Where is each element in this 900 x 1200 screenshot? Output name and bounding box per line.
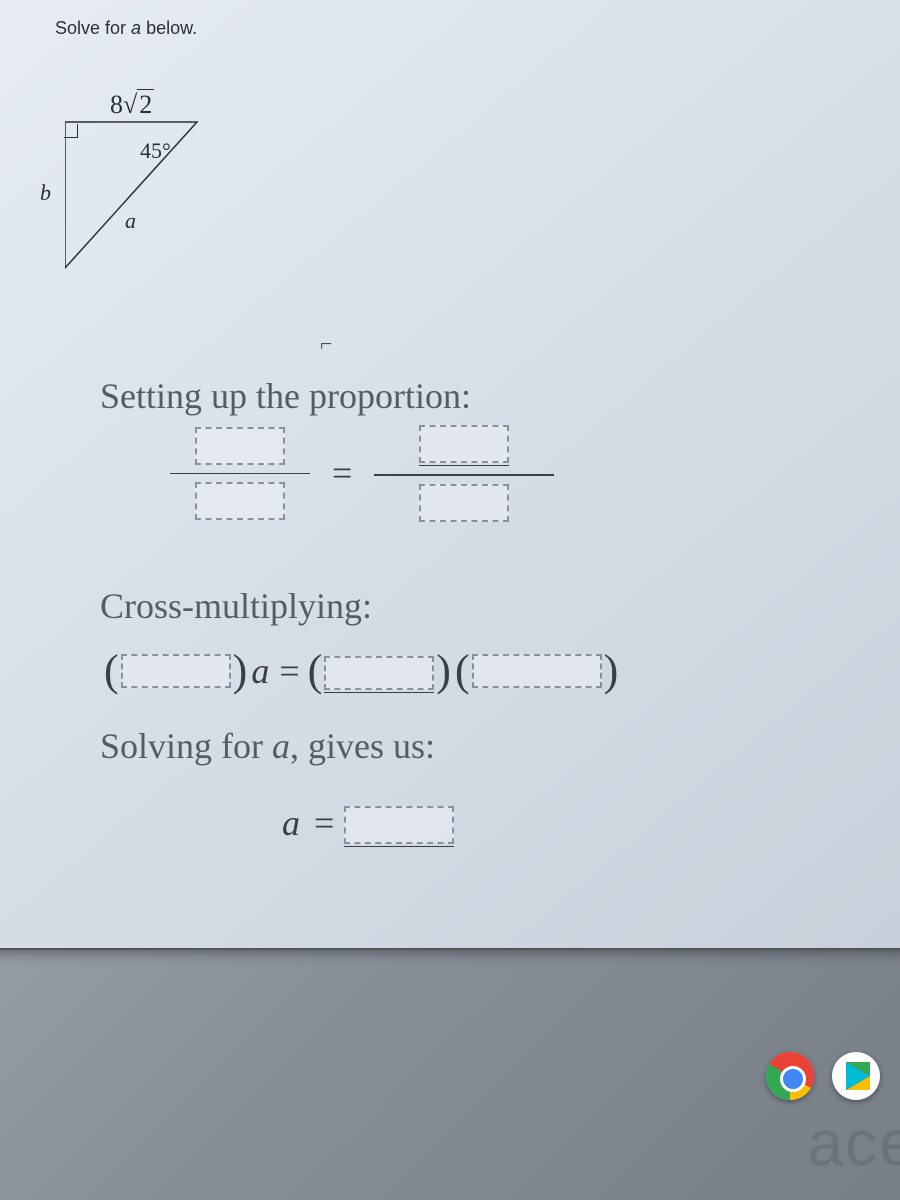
solving-prefix: Solving for [100,726,272,766]
blank-answer[interactable] [344,806,454,844]
taskbar-icons [766,1052,880,1100]
side-a-label: a [125,208,136,234]
angle-label: 45° [140,138,171,164]
right-angle-marker [64,124,78,138]
blank-coeff-a[interactable] [121,654,231,688]
chrome-icon[interactable] [766,1052,814,1100]
equals-sign-2: = [279,650,299,692]
cross-multiplying-heading: Cross-multiplying: [100,585,372,627]
answer-equation: a = [280,800,454,847]
blank-factor-1[interactable] [324,656,434,690]
solving-suffix: , gives us: [290,726,435,766]
blank-numerator-1[interactable] [195,427,285,465]
open-paren-1: ( [104,645,119,696]
blank-denominator-1[interactable] [195,482,285,520]
fraction-bar-1 [170,473,310,475]
triangle-svg [65,110,215,280]
content-panel: Solve for a below. 8√2 45° b a ⌐ Setting… [0,0,900,950]
screen-photo: Solve for a below. 8√2 45° b a ⌐ Setting… [0,0,900,1200]
blank-factor-2[interactable] [472,654,602,688]
open-paren-2: ( [308,645,323,696]
right-fraction [374,425,554,522]
variable-a-1: a [251,650,269,692]
play-store-icon[interactable] [832,1052,880,1100]
instruction-prefix: Solve for [55,18,131,38]
fraction-bar-2 [374,474,554,476]
hypotenuse-radicand: 2 [137,89,154,119]
setting-up-heading: Setting up the proportion: [100,375,471,417]
instruction-suffix: below. [141,18,197,38]
proportion-equation: = [170,425,554,522]
blank-denominator-2[interactable] [419,484,509,522]
instruction-variable: a [131,18,141,38]
close-paren-3: ) [604,645,619,696]
hypotenuse-coefficient: 8 [110,90,123,119]
cross-multiply-equation: ( ) a = ( ) ( ) [102,645,620,696]
triangle-figure: 8√2 45° b a [65,110,265,310]
solving-variable: a [272,726,290,766]
close-paren-1: ) [233,645,248,696]
acer-logo: acer [808,1106,900,1180]
answer-variable: a [282,802,300,844]
equals-sign-1: = [332,452,352,494]
left-fraction [170,427,310,521]
instruction-text: Solve for a below. [55,18,197,39]
close-paren-2: ) [436,645,451,696]
open-paren-3: ( [455,645,470,696]
blank-numerator-2[interactable] [419,425,509,463]
cursor-mark: ⌐ [320,331,332,357]
equals-sign-3: = [314,802,334,844]
side-b-label: b [40,180,51,206]
solving-for-heading: Solving for a, gives us: [100,725,435,767]
hypotenuse-label: 8√2 [110,90,154,120]
